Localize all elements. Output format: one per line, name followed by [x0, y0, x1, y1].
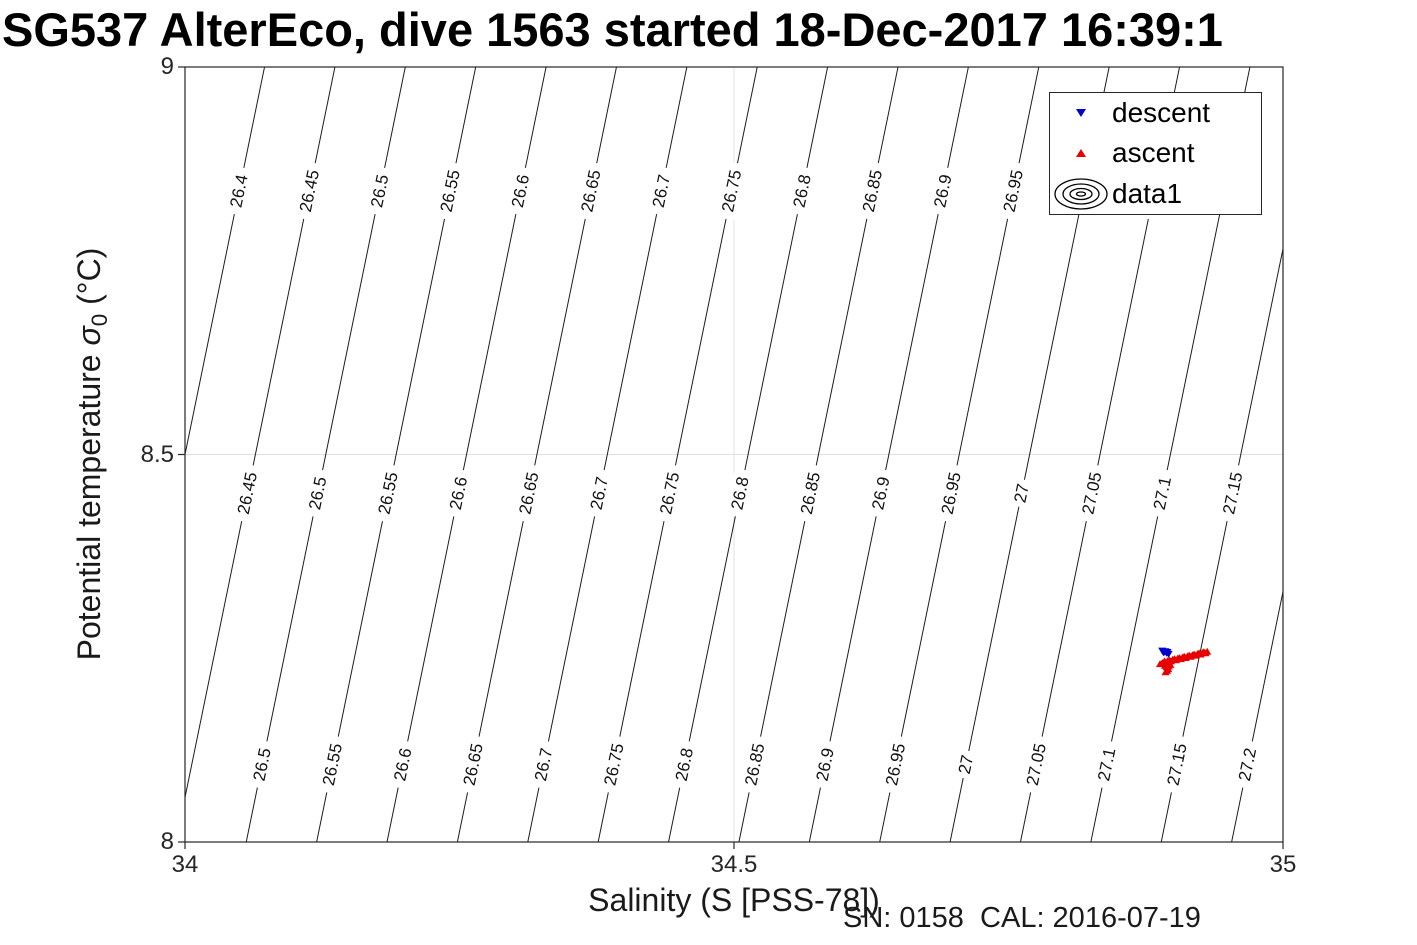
svg-text:26.8: 26.8: [790, 173, 815, 209]
svg-text:26.55: 26.55: [375, 471, 402, 516]
svg-text:26.75: 26.75: [656, 471, 683, 516]
legend-item-data1: data1: [1050, 174, 1261, 214]
contour-rings-icon: [1050, 174, 1112, 214]
y-tick-label: 9: [160, 53, 174, 80]
svg-text:27: 27: [1010, 482, 1032, 504]
svg-text:26.7: 26.7: [587, 475, 612, 511]
figure-title: SG537 AlterEco, dive 1563 started 18-Dec…: [2, 3, 1223, 56]
svg-text:26.45: 26.45: [296, 168, 323, 213]
descent-marker-shape: [1076, 109, 1086, 118]
svg-text:26.9: 26.9: [813, 746, 838, 782]
svg-text:26.7: 26.7: [531, 746, 556, 782]
x-tick-label: 34: [171, 851, 199, 878]
svg-text:27.1: 27.1: [1094, 746, 1119, 782]
ascent-marker-shape: [1076, 149, 1086, 158]
contour-rings-shape: [1054, 178, 1108, 210]
svg-text:26.65: 26.65: [460, 742, 487, 787]
legend-item-label: ascent: [1112, 137, 1195, 169]
legend-item-ascent: ascent: [1050, 133, 1261, 173]
sigma-symbol: σ: [70, 326, 107, 346]
x-axis-label: Salinity (S [PSS-78]): [588, 882, 880, 918]
svg-text:26.95: 26.95: [882, 742, 909, 787]
legend-item-label: descent: [1112, 97, 1211, 129]
sensor-cal-annotation: SN: 0158 CAL: 2016-07-19: [843, 902, 1201, 934]
svg-text:26.5: 26.5: [250, 746, 275, 782]
svg-text:26.65: 26.65: [577, 168, 604, 213]
x-tick-label: 34.5: [710, 851, 758, 878]
svg-text:26.8: 26.8: [727, 475, 752, 511]
svg-text:26.45: 26.45: [234, 471, 261, 516]
legend-item-label: data1: [1112, 177, 1183, 209]
svg-text:26.8: 26.8: [672, 746, 697, 782]
svg-text:26.7: 26.7: [649, 173, 674, 209]
sigma-subscript: 0: [87, 313, 113, 327]
svg-text:26.95: 26.95: [1000, 168, 1027, 213]
svg-text:27.05: 27.05: [1023, 742, 1050, 787]
svg-text:26.55: 26.55: [437, 168, 464, 213]
svg-text:26.6: 26.6: [508, 173, 533, 209]
svg-text:26.85: 26.85: [741, 742, 768, 787]
svg-text:27.2: 27.2: [1235, 746, 1260, 782]
legend-item-descent: descent: [1050, 93, 1261, 133]
y-tick-label: 8: [160, 828, 174, 855]
svg-text:27.05: 27.05: [1078, 471, 1105, 516]
svg-text:26.4: 26.4: [226, 173, 251, 209]
svg-text:26.6: 26.6: [390, 746, 415, 782]
svg-text:26.65: 26.65: [515, 471, 542, 516]
svg-text:26.75: 26.75: [600, 742, 627, 787]
svg-text:26.95: 26.95: [938, 471, 965, 516]
ascent-marker-icon: [1050, 133, 1112, 173]
svg-text:26.9: 26.9: [868, 475, 893, 511]
svg-text:26.6: 26.6: [446, 475, 471, 511]
svg-text:26.75: 26.75: [718, 168, 745, 213]
y-axis-label-units: (°C): [70, 247, 107, 314]
y-axis-label-text: Potential temperature: [70, 345, 107, 661]
svg-text:27: 27: [955, 753, 977, 775]
svg-text:26.85: 26.85: [797, 471, 824, 516]
svg-text:27.15: 27.15: [1164, 742, 1191, 787]
svg-text:27.1: 27.1: [1150, 475, 1175, 511]
svg-text:26.55: 26.55: [319, 742, 346, 787]
legend: descent ascent data1: [1049, 92, 1262, 215]
svg-text:27.15: 27.15: [1219, 471, 1246, 516]
svg-text:26.85: 26.85: [859, 168, 886, 213]
x-tick-label: 35: [1269, 851, 1297, 878]
y-tick-label: 8.5: [140, 441, 174, 468]
svg-text:26.5: 26.5: [305, 475, 330, 511]
descent-marker-icon: [1050, 93, 1112, 133]
y-axis-label: Potential temperature σ0 (°C): [71, 248, 113, 661]
svg-text:26.5: 26.5: [367, 173, 392, 209]
svg-text:26.9: 26.9: [930, 173, 955, 209]
